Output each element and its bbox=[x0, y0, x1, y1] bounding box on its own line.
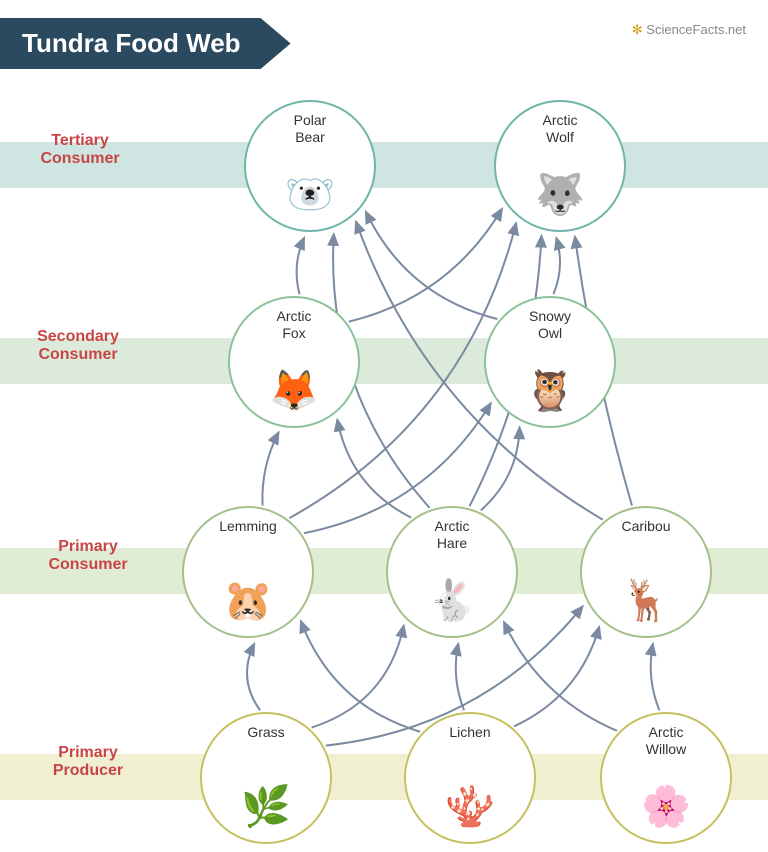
level-label-secondary: SecondaryConsumer bbox=[18, 328, 138, 364]
lichen-icon: 🪸 bbox=[445, 783, 495, 830]
node-label: Lichen bbox=[406, 724, 534, 741]
edge-snowy_owl-arctic_wolf bbox=[553, 238, 560, 294]
node-label: ArcticHare bbox=[388, 518, 516, 552]
node-arctic_fox: ArcticFox 🦊 bbox=[228, 296, 360, 428]
title-banner: Tundra Food Web bbox=[0, 18, 291, 69]
lemming-icon: 🐹 bbox=[223, 577, 273, 624]
edge-arctic_hare-arctic_fox bbox=[337, 420, 411, 518]
node-snowy_owl: SnowyOwl 🦉 bbox=[484, 296, 616, 428]
arctic_wolf-icon: 🐺 bbox=[535, 171, 585, 218]
node-label: PolarBear bbox=[246, 112, 374, 146]
node-polar_bear: PolarBear 🐻‍❄️ bbox=[244, 100, 376, 232]
edge-arctic_fox-arctic_wolf bbox=[349, 209, 502, 322]
caribou-icon: 🦌 bbox=[621, 577, 671, 624]
node-caribou: Caribou 🦌 bbox=[580, 506, 712, 638]
node-arctic_hare: ArcticHare 🐇 bbox=[386, 506, 518, 638]
attribution: ✻ ScienceFacts.net bbox=[632, 22, 746, 38]
node-label: Grass bbox=[202, 724, 330, 741]
polar_bear-icon: 🐻‍❄️ bbox=[285, 171, 335, 218]
attribution-text: ScienceFacts.net bbox=[646, 22, 746, 37]
node-lemming: Lemming 🐹 bbox=[182, 506, 314, 638]
edge-lichen-caribou bbox=[514, 627, 599, 727]
level-label-primary_consumer: PrimaryConsumer bbox=[28, 538, 148, 574]
edge-lichen-arctic_hare bbox=[456, 644, 464, 711]
edge-arctic_hare-snowy_owl bbox=[481, 427, 520, 510]
node-grass: Grass 🌿 bbox=[200, 712, 332, 844]
arctic_hare-icon: 🐇 bbox=[427, 577, 477, 624]
node-label: Lemming bbox=[184, 518, 312, 535]
arctic_willow-icon: 🌸 bbox=[641, 783, 691, 830]
node-label: SnowyOwl bbox=[486, 308, 614, 342]
level-label-primary_producer: PrimaryProducer bbox=[28, 744, 148, 780]
node-label: ArcticWillow bbox=[602, 724, 730, 758]
arctic_fox-icon: 🦊 bbox=[269, 367, 319, 414]
attribution-icon: ✻ bbox=[632, 22, 643, 37]
edge-arctic_willow-caribou bbox=[651, 644, 660, 711]
node-arctic_wolf: ArcticWolf 🐺 bbox=[494, 100, 626, 232]
edge-lemming-arctic_fox bbox=[262, 432, 278, 505]
grass-icon: 🌿 bbox=[241, 783, 291, 830]
edge-arctic_willow-arctic_hare bbox=[504, 622, 617, 731]
edge-grass-arctic_hare bbox=[312, 625, 404, 727]
node-label: ArcticFox bbox=[230, 308, 358, 342]
node-label: Caribou bbox=[582, 518, 710, 535]
snowy_owl-icon: 🦉 bbox=[525, 367, 575, 414]
edge-lichen-lemming bbox=[301, 621, 420, 732]
node-arctic_willow: ArcticWillow 🌸 bbox=[600, 712, 732, 844]
edge-grass-lemming bbox=[247, 644, 260, 711]
node-lichen: Lichen 🪸 bbox=[404, 712, 536, 844]
edge-arctic_fox-polar_bear bbox=[297, 238, 305, 294]
edge-snowy_owl-polar_bear bbox=[366, 212, 498, 319]
node-label: ArcticWolf bbox=[496, 112, 624, 146]
level-label-tertiary: TertiaryConsumer bbox=[20, 132, 140, 168]
